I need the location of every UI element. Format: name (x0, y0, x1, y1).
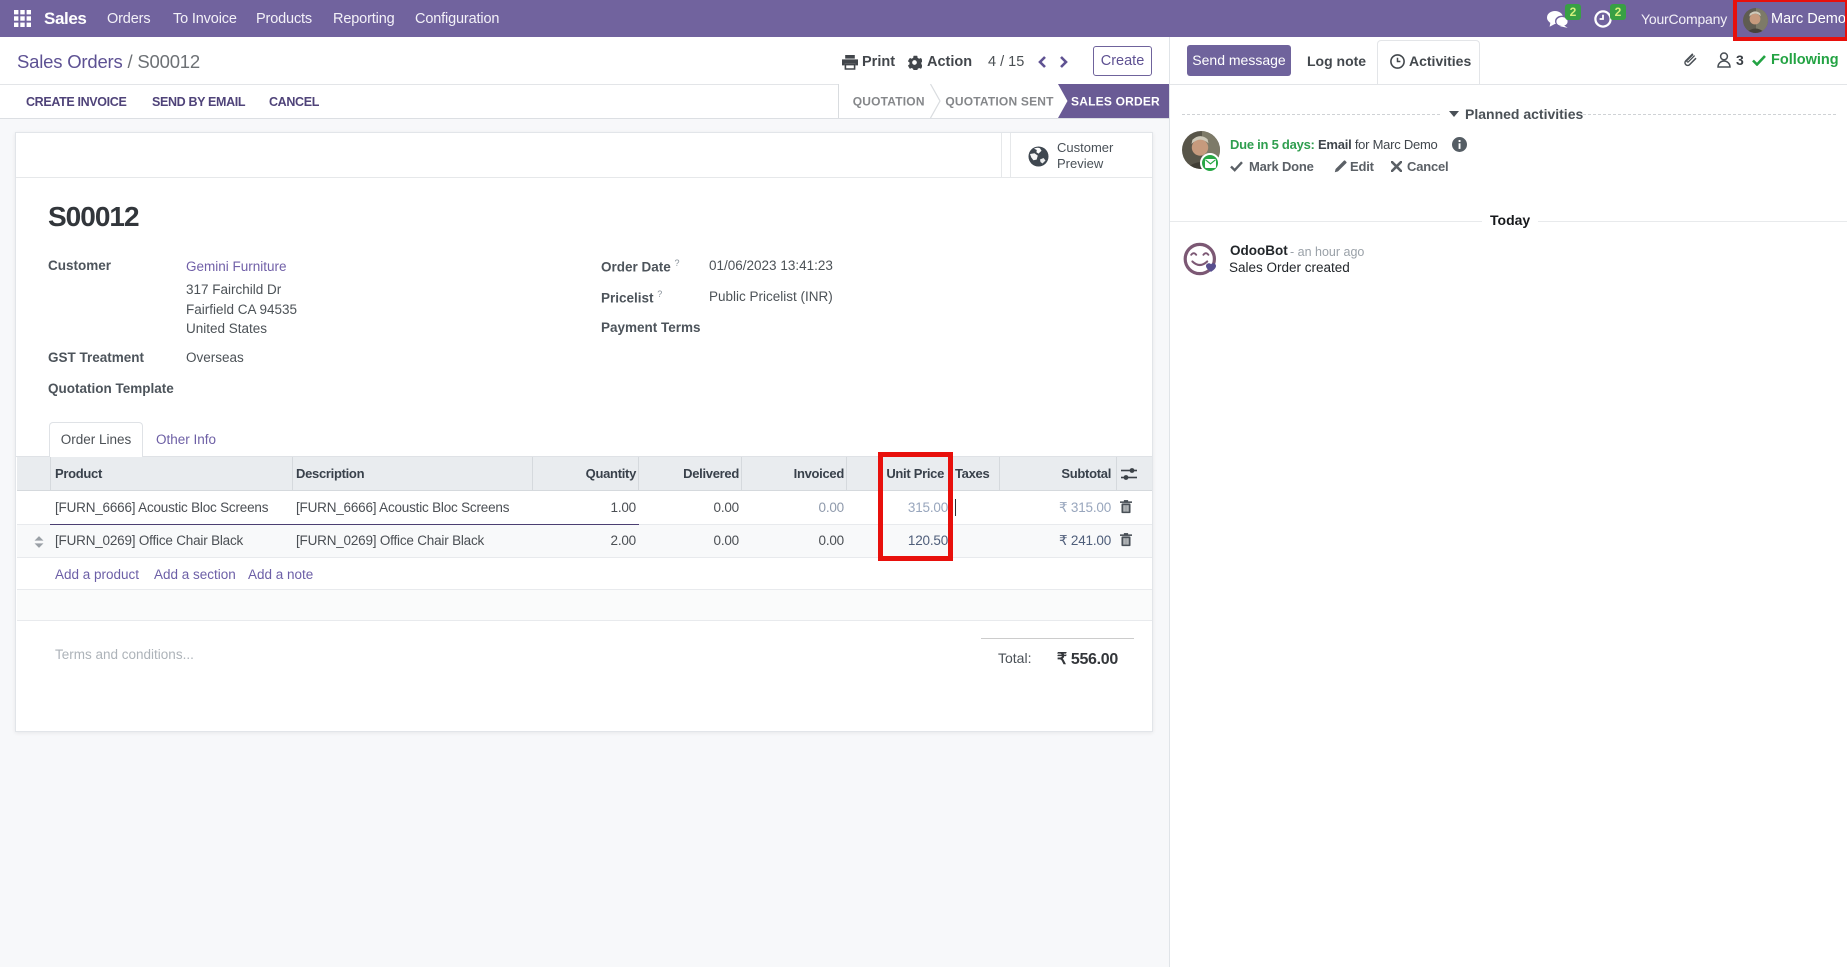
svg-text:QUOTATION SENT: QUOTATION SENT (945, 95, 1054, 109)
svg-text:SALES ORDER: SALES ORDER (1071, 95, 1160, 109)
svg-text:QUOTATION: QUOTATION (853, 95, 925, 109)
